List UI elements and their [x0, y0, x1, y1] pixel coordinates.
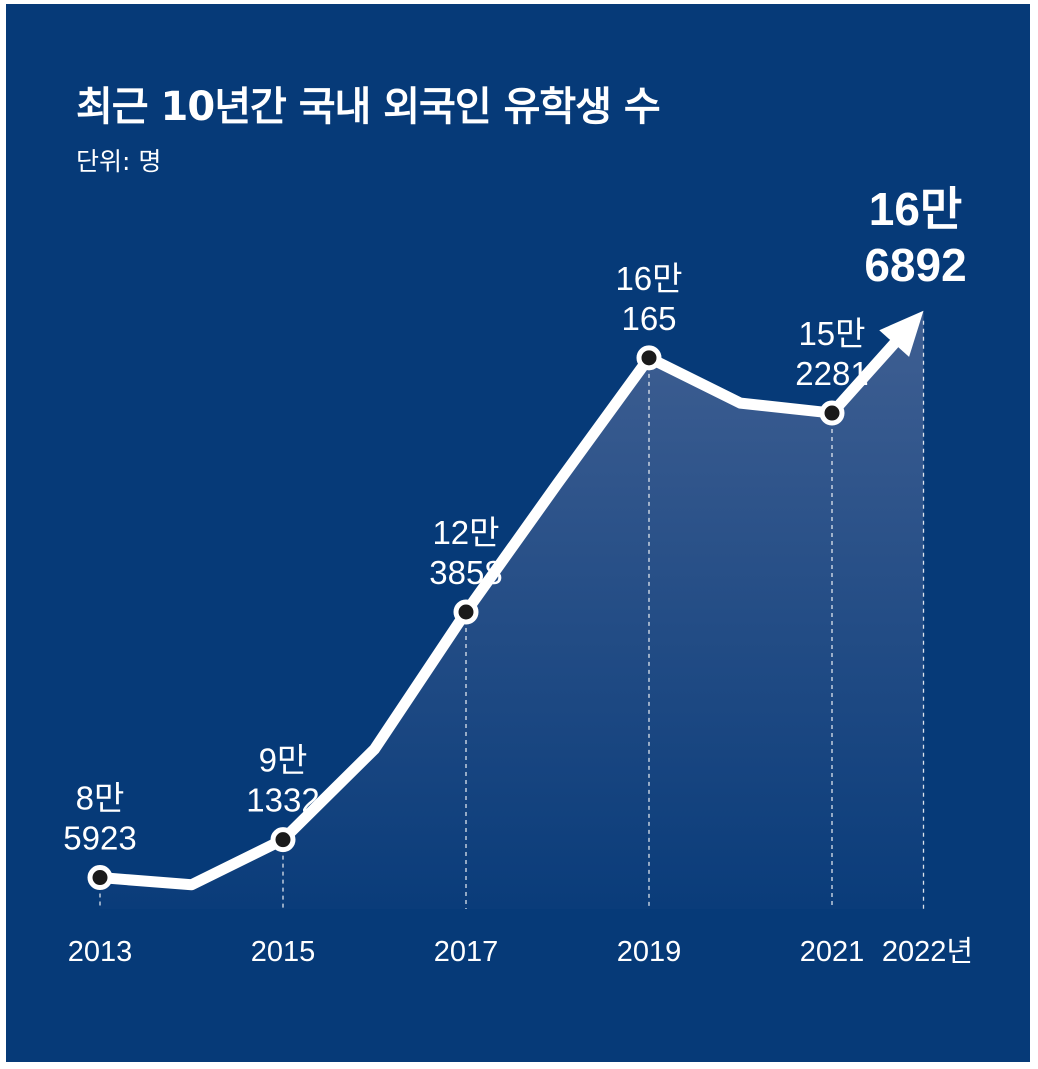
- x-tick-2021: 2021: [800, 936, 865, 968]
- data-label-line1: 16만: [869, 183, 963, 235]
- x-tick-2015: 2015: [251, 936, 316, 968]
- x-tick-2017: 2017: [434, 936, 499, 968]
- unit-label: 단위: 명: [76, 147, 162, 176]
- data-point-2019: [636, 345, 662, 371]
- data-label-line1: 8만: [76, 780, 125, 817]
- data-point-2015: [270, 827, 296, 853]
- data-label-line2: 3858: [429, 554, 502, 591]
- arrowhead: [879, 310, 924, 357]
- data-label-line1: 12만: [432, 514, 499, 551]
- data-label-line2: 165: [621, 300, 676, 337]
- x-tick-2022: 2022년: [882, 936, 973, 968]
- data-label-line2: 2281: [795, 355, 868, 392]
- area-fill: [100, 310, 924, 910]
- x-tick-2013: 2013: [68, 936, 133, 968]
- data-point-2017: [453, 599, 479, 625]
- data-label-line1: 15만: [798, 315, 865, 352]
- chart-panel: 최근 10년간 국내 외국인 유학생 수 단위: 명 8만 5923 9만 1332 1…: [6, 4, 1030, 1062]
- chart-title: 최근 10년간 국내 외국인 유학생 수: [76, 84, 661, 130]
- data-label-line2: 5923: [63, 820, 136, 857]
- data-label-line1: 16만: [615, 260, 682, 297]
- data-label-line2: 6892: [864, 239, 966, 291]
- data-label-line2: 1332: [246, 782, 319, 819]
- data-point-2021: [819, 400, 845, 426]
- data-point-2013: [87, 865, 113, 891]
- x-tick-2019: 2019: [617, 936, 682, 968]
- series-line: [94, 338, 900, 891]
- data-label-line1: 9만: [259, 742, 308, 779]
